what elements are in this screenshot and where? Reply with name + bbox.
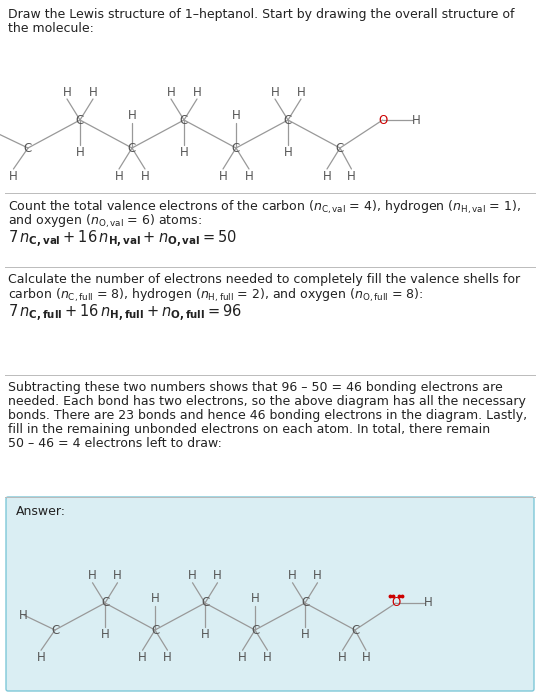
Text: H: H [63, 86, 71, 99]
Text: and oxygen ($n_\mathregular{O,val}$ = 6) atoms:: and oxygen ($n_\mathregular{O,val}$ = 6)… [8, 213, 202, 230]
Text: H: H [288, 569, 297, 583]
Text: H: H [9, 170, 18, 182]
Text: Answer:: Answer: [16, 505, 66, 518]
Text: H: H [313, 569, 322, 583]
Text: H: H [296, 86, 306, 99]
Text: $7\,n_\mathregular{C,val} + 16\,n_\mathregular{H,val} + n_\mathregular{O,val} = : $7\,n_\mathregular{C,val} + 16\,n_\mathr… [8, 229, 237, 251]
Text: H: H [163, 651, 172, 664]
Text: H: H [151, 592, 159, 606]
Text: Draw the Lewis structure of 1–heptanol. Start by drawing the overall structure o: Draw the Lewis structure of 1–heptanol. … [8, 8, 515, 21]
Text: H: H [76, 145, 84, 159]
Text: H: H [89, 86, 97, 99]
Text: H: H [301, 628, 309, 641]
Text: C: C [284, 113, 292, 127]
Text: needed. Each bond has two electrons, so the above diagram has all the necessary: needed. Each bond has two electrons, so … [8, 395, 526, 408]
Text: C: C [251, 624, 259, 637]
Text: fill in the remaining unbonded electrons on each atom. In total, there remain: fill in the remaining unbonded electrons… [8, 423, 490, 436]
Text: H: H [213, 569, 222, 583]
Text: H: H [193, 86, 201, 99]
Text: C: C [336, 141, 344, 155]
Text: C: C [301, 596, 309, 610]
Text: H: H [232, 109, 240, 122]
Text: H: H [88, 569, 97, 583]
Text: H: H [140, 170, 150, 182]
Text: C: C [76, 113, 84, 127]
Text: C: C [232, 141, 240, 155]
Text: H: H [180, 145, 188, 159]
Text: Calculate the number of electrons needed to completely fill the valence shells f: Calculate the number of electrons needed… [8, 273, 520, 286]
Text: H: H [347, 170, 356, 182]
Text: H: H [114, 170, 123, 182]
Text: H: H [362, 651, 370, 664]
Text: H: H [284, 145, 292, 159]
Text: C: C [24, 141, 32, 155]
Text: Count the total valence electrons of the carbon ($n_\mathregular{C,val}$ = 4), h: Count the total valence electrons of the… [8, 199, 521, 216]
Text: H: H [263, 651, 272, 664]
Text: O: O [378, 113, 387, 127]
Text: 50 – 46 = 4 electrons left to draw:: 50 – 46 = 4 electrons left to draw: [8, 437, 222, 450]
Text: H: H [201, 628, 210, 641]
Text: C: C [128, 141, 136, 155]
Text: C: C [51, 624, 59, 637]
Text: H: H [423, 596, 433, 610]
Text: H: H [322, 170, 332, 182]
Text: H: H [37, 651, 45, 664]
Text: the molecule:: the molecule: [8, 22, 94, 35]
Text: C: C [351, 624, 359, 637]
Text: C: C [101, 596, 109, 610]
Text: Subtracting these two numbers shows that 96 – 50 = 46 bonding electrons are: Subtracting these two numbers shows that… [8, 381, 503, 394]
Text: H: H [18, 608, 28, 622]
Text: H: H [167, 86, 176, 99]
Text: bonds. There are 23 bonds and hence 46 bonding electrons in the diagram. Lastly,: bonds. There are 23 bonds and hence 46 b… [8, 409, 527, 422]
Text: H: H [219, 170, 227, 182]
FancyBboxPatch shape [6, 497, 534, 691]
Text: H: H [251, 592, 259, 606]
Text: C: C [180, 113, 188, 127]
Text: H: H [338, 651, 347, 664]
Text: H: H [245, 170, 253, 182]
Text: H: H [113, 569, 122, 583]
Text: H: H [138, 651, 147, 664]
Text: H: H [188, 569, 197, 583]
Text: H: H [100, 628, 110, 641]
Text: H: H [411, 113, 420, 127]
Text: O: O [392, 596, 401, 610]
Text: carbon ($n_\mathregular{C,full}$ = 8), hydrogen ($n_\mathregular{H,full}$ = 2), : carbon ($n_\mathregular{C,full}$ = 8), h… [8, 287, 423, 304]
Text: H: H [271, 86, 279, 99]
Text: H: H [238, 651, 247, 664]
Text: $7\,n_\mathregular{C,full} + 16\,n_\mathregular{H,full} + n_\mathregular{O,full}: $7\,n_\mathregular{C,full} + 16\,n_\math… [8, 303, 242, 324]
Text: C: C [201, 596, 209, 610]
Text: H: H [127, 109, 137, 122]
Text: C: C [151, 624, 159, 637]
